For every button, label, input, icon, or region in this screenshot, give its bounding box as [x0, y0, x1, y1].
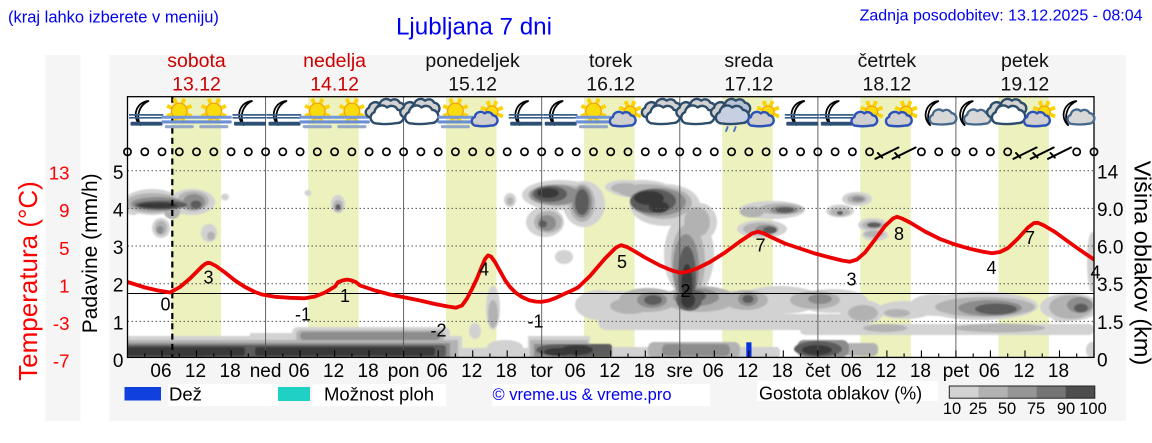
svg-text:90: 90: [1057, 400, 1075, 418]
svg-text:tor: tor: [531, 361, 554, 382]
svg-text:Ljubljana 7 dni: Ljubljana 7 dni: [396, 14, 552, 41]
svg-text:petek: petek: [1001, 50, 1049, 72]
svg-text:0: 0: [1097, 351, 1108, 372]
svg-text:14.12: 14.12: [310, 74, 359, 96]
svg-text:Dež: Dež: [169, 384, 202, 405]
svg-text:nedelja: nedelja: [303, 50, 366, 72]
svg-text:© vreme.us & vreme.pro: © vreme.us & vreme.pro: [492, 386, 671, 404]
svg-text:12: 12: [875, 361, 896, 382]
svg-text:18: 18: [910, 361, 931, 382]
svg-text:Možnost ploh: Možnost ploh: [324, 384, 434, 405]
svg-text:0: 0: [113, 351, 124, 372]
svg-text:18: 18: [496, 361, 517, 382]
svg-text:12: 12: [323, 361, 344, 382]
svg-text:-3: -3: [53, 313, 70, 334]
svg-text:100: 100: [1079, 400, 1107, 418]
svg-text:ponedeljek: ponedeljek: [425, 50, 520, 72]
svg-text:Temperatura (°C): Temperatura (°C): [13, 181, 43, 381]
svg-text:6.0: 6.0: [1097, 238, 1123, 259]
svg-text:12: 12: [1013, 361, 1034, 382]
svg-text:1: 1: [340, 286, 350, 306]
svg-text:0: 0: [160, 295, 170, 315]
svg-text:25: 25: [969, 400, 987, 418]
svg-text:pon: pon: [388, 361, 420, 382]
svg-text:Zadnja posodobitev: 13.12.2025: Zadnja posodobitev: 13.12.2025 - 08:04: [860, 8, 1143, 25]
svg-text:06: 06: [289, 361, 310, 382]
svg-text:16.12: 16.12: [586, 74, 635, 96]
svg-text:06: 06: [427, 361, 448, 382]
svg-text:06: 06: [979, 361, 1000, 382]
svg-text:06: 06: [565, 361, 586, 382]
svg-text:4: 4: [1090, 263, 1100, 283]
svg-text:14: 14: [1097, 162, 1119, 183]
svg-text:Gostota oblakov (%): Gostota oblakov (%): [759, 384, 922, 404]
svg-text:1.5: 1.5: [1097, 313, 1123, 334]
svg-text:-7: -7: [53, 351, 70, 372]
svg-text:4: 4: [986, 258, 996, 278]
svg-text:18: 18: [358, 361, 379, 382]
svg-text:5: 5: [617, 252, 627, 272]
svg-text:18: 18: [220, 361, 241, 382]
svg-text:10: 10: [943, 400, 961, 418]
svg-text:čet: čet: [805, 361, 831, 382]
svg-text:3.5: 3.5: [1097, 275, 1123, 296]
svg-text:12: 12: [461, 361, 482, 382]
svg-text:06: 06: [150, 361, 171, 382]
svg-text:18: 18: [634, 361, 655, 382]
svg-text:19.12: 19.12: [1000, 74, 1049, 96]
svg-text:ned: ned: [250, 361, 282, 382]
svg-text:2: 2: [680, 281, 690, 301]
svg-text:50: 50: [998, 400, 1016, 418]
svg-text:5: 5: [113, 163, 124, 184]
svg-text:4: 4: [479, 260, 489, 280]
svg-text:3: 3: [203, 268, 213, 288]
svg-text:12: 12: [185, 361, 206, 382]
svg-text:7: 7: [755, 236, 765, 256]
svg-text:3: 3: [846, 270, 856, 290]
svg-text:2: 2: [113, 276, 124, 297]
svg-text:13.12: 13.12: [172, 74, 221, 96]
svg-text:-1: -1: [527, 312, 543, 332]
svg-text:1: 1: [113, 313, 124, 334]
svg-text:sre: sre: [667, 361, 693, 382]
svg-text:-2: -2: [430, 321, 446, 341]
svg-text:Višina oblakov (km): Višina oblakov (km): [1130, 161, 1152, 366]
svg-text:4: 4: [113, 200, 124, 221]
svg-text:9.0: 9.0: [1097, 200, 1123, 221]
svg-text:-1: -1: [295, 305, 311, 325]
svg-text:12: 12: [737, 361, 758, 382]
svg-text:sobota: sobota: [167, 50, 226, 72]
svg-text:5: 5: [59, 238, 69, 259]
svg-text:18: 18: [772, 361, 793, 382]
svg-text:15.12: 15.12: [448, 74, 497, 96]
svg-text:18: 18: [1048, 361, 1069, 382]
svg-text:12: 12: [599, 361, 620, 382]
svg-text:sreda: sreda: [724, 50, 773, 72]
svg-text:Padavine (mm/h): Padavine (mm/h): [79, 173, 102, 333]
svg-text:7: 7: [1025, 228, 1035, 248]
svg-text:četrtek: četrtek: [858, 50, 917, 72]
svg-text:75: 75: [1027, 400, 1045, 418]
svg-text:9: 9: [59, 200, 69, 221]
svg-text:3: 3: [113, 238, 124, 259]
svg-text:06: 06: [703, 361, 724, 382]
svg-text:(kraj lahko izberete v meniju): (kraj lahko izberete v meniju): [8, 9, 219, 27]
svg-text:17.12: 17.12: [724, 74, 773, 96]
svg-text:1: 1: [59, 275, 69, 296]
svg-text:13: 13: [49, 163, 70, 184]
svg-text:06: 06: [841, 361, 862, 382]
svg-text:8: 8: [894, 224, 904, 244]
svg-text:torek: torek: [589, 50, 633, 72]
svg-text:pet: pet: [943, 361, 970, 382]
svg-text:18.12: 18.12: [862, 74, 911, 96]
